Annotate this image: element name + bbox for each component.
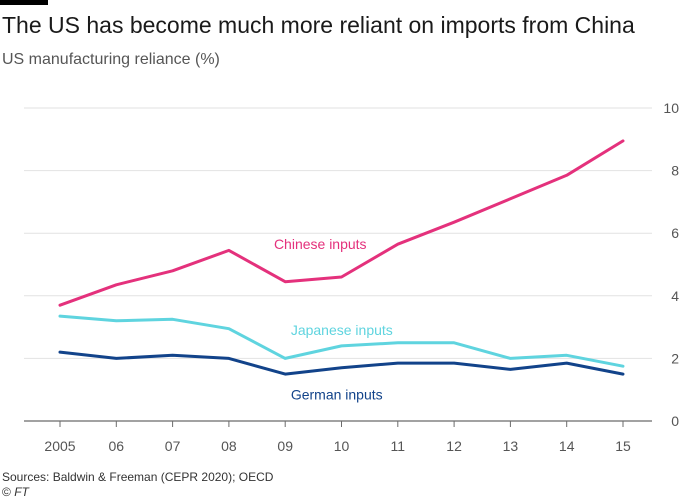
- series-label-japanese-inputs: Japanese inputs: [291, 322, 393, 338]
- chart-subtitle: US manufacturing reliance (%): [2, 51, 220, 68]
- x-tick-label: 11: [391, 438, 406, 454]
- x-tick-label: 10: [334, 438, 350, 454]
- y-tick-label: 0: [671, 413, 679, 429]
- x-tick-label: 06: [109, 438, 125, 454]
- copyright-credit: © FT: [2, 485, 29, 500]
- series-line-german-inputs: [58, 350, 625, 376]
- y-tick-label: 4: [671, 288, 679, 304]
- series-label-german-inputs: German inputs: [291, 386, 383, 402]
- y-tick-label: 6: [671, 225, 679, 241]
- x-tick-label: 13: [503, 438, 519, 454]
- series-label-chinese-inputs: Chinese inputs: [274, 236, 367, 252]
- series-lines: [58, 139, 625, 376]
- title-rule: [0, 0, 48, 5]
- chart-title: The US has become much more reliant on i…: [2, 12, 635, 38]
- x-tick-label: 09: [277, 438, 293, 454]
- x-tick-label: 15: [615, 438, 631, 454]
- source-note: Sources: Baldwin & Freeman (CEPR 2020); …: [2, 470, 274, 484]
- axes: 0 2 4 6 8 10 2005 06 07 08 09 10 11 12 13 14 15: [24, 100, 679, 454]
- x-tick-label: 2005: [44, 438, 75, 454]
- x-tick-label: 07: [165, 438, 181, 454]
- y-tick-label: 2: [671, 350, 679, 366]
- series-line-japanese-inputs: [58, 314, 625, 368]
- y-tick-label: 10: [663, 100, 679, 116]
- ft-brand: FT: [14, 485, 29, 499]
- x-tick-label: 14: [559, 438, 575, 454]
- x-tick-label: 08: [221, 438, 237, 454]
- x-tick-label: 12: [446, 438, 462, 454]
- series-line-chinese-inputs: [58, 139, 625, 307]
- y-tick-label: 8: [671, 163, 679, 179]
- series-labels: Chinese inputs Japanese inputs German inpu…: [274, 236, 393, 402]
- copyright-symbol: ©: [2, 485, 11, 499]
